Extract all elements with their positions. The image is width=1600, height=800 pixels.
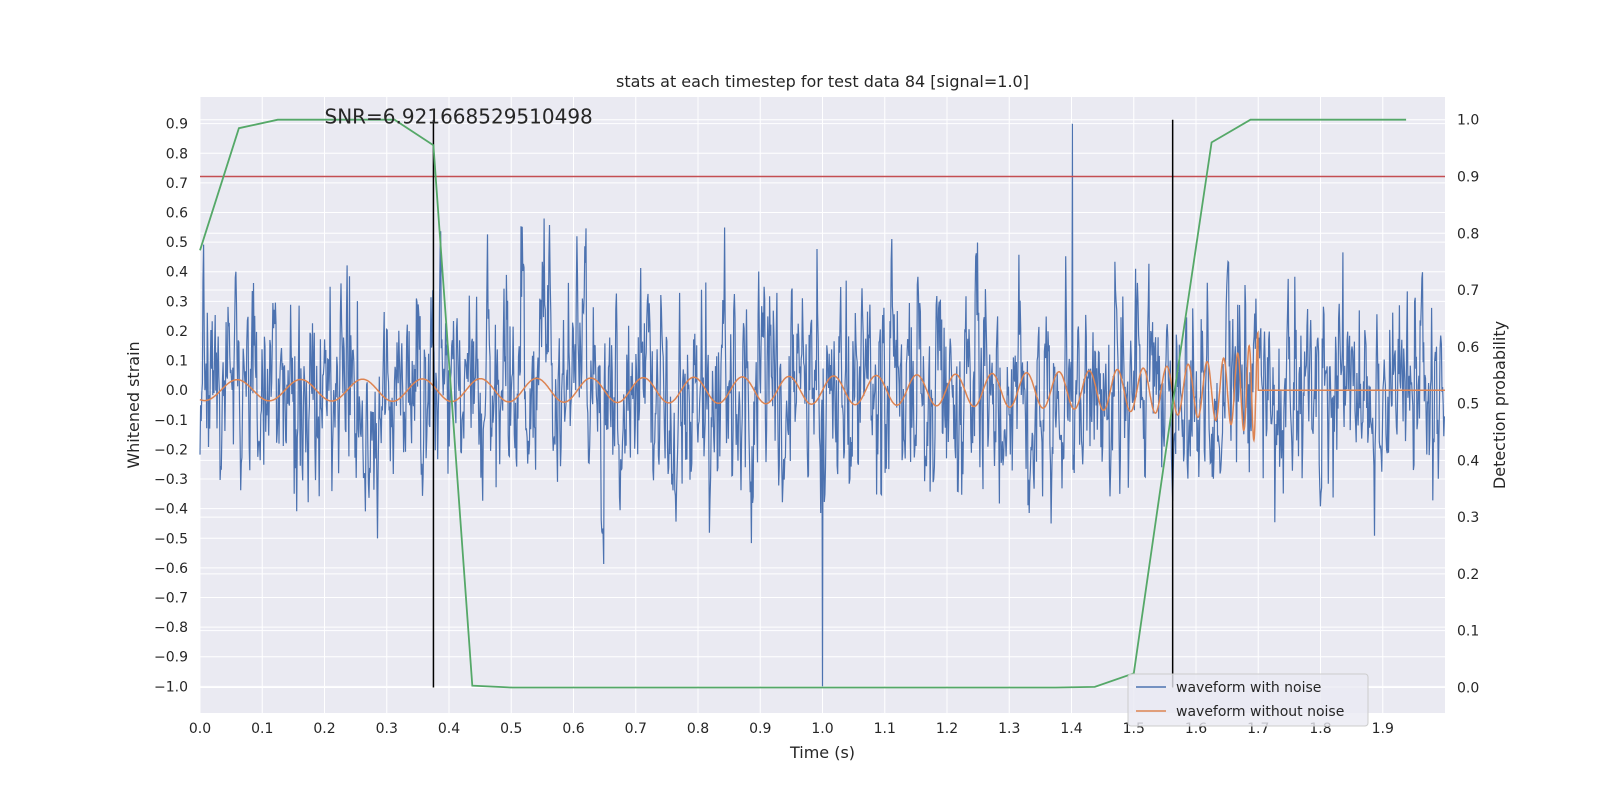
y2-tick-label: 0.8 — [1457, 226, 1479, 242]
x-tick-label: 0.9 — [749, 721, 771, 737]
legend-box — [1127, 673, 1369, 727]
y-tick-label: 0.4 — [166, 265, 188, 281]
x-axis-label: Time (s) — [789, 743, 855, 762]
x-tick-label: 0.5 — [500, 721, 522, 737]
series-detection-probability — [199, 118, 1407, 689]
y-tick-label: −0.6 — [154, 561, 188, 577]
y2-axis-label: Detection probability — [1490, 321, 1509, 489]
y2-tick-label: 0.5 — [1457, 397, 1479, 413]
x-tick-label: 1.1 — [874, 721, 896, 737]
y-tick-label: 0.3 — [166, 294, 188, 310]
y2-tick-label: 0.2 — [1457, 567, 1479, 583]
x-tick-label: 0.0 — [189, 721, 211, 737]
y-tick-label: −0.1 — [154, 413, 188, 429]
y-tick-label: 0.6 — [166, 206, 188, 222]
y-tick-label: −0.8 — [154, 620, 188, 636]
chart-title: stats at each timestep for test data 84 … — [616, 72, 1029, 91]
y-tick-label: 0.2 — [166, 324, 188, 340]
x-tick-label: 0.7 — [625, 721, 647, 737]
y2-tick-label: 1.0 — [1457, 113, 1479, 129]
legend-entry-waveform-without-noise: waveform without noise — [1176, 704, 1344, 720]
x-tick-label: 0.4 — [438, 721, 460, 737]
x-tick-label: 1.4 — [1060, 721, 1082, 737]
y-tick-label: −0.7 — [154, 591, 188, 607]
x-tick-label: 0.8 — [687, 721, 709, 737]
y-tick-label: −0.4 — [154, 502, 188, 518]
y2-tick-label: 0.1 — [1457, 624, 1479, 640]
y-tick-label: 0.1 — [166, 354, 188, 370]
y2-tick-label: 0.0 — [1457, 680, 1479, 696]
series-waveform-with-noise — [199, 123, 1445, 687]
legend: waveform with noise waveform without noi… — [1127, 673, 1369, 727]
y-tick-label: −1.0 — [154, 679, 188, 695]
grid — [199, 97, 1445, 713]
y-tick-label: 0.9 — [166, 117, 188, 133]
y-axis-label: Whitened strain — [124, 341, 143, 468]
plot-series — [199, 118, 1445, 689]
series-waveform-without-noise — [199, 330, 1445, 443]
x-tick-label: 0.1 — [251, 721, 273, 737]
y2-tick-label: 0.9 — [1457, 169, 1479, 185]
y-tick-label: −0.9 — [154, 650, 188, 666]
y2-tick-label: 0.3 — [1457, 510, 1479, 526]
y-tick-label: −0.2 — [154, 442, 188, 458]
y-tick-label: 0.5 — [166, 235, 188, 251]
x-tick-label: 1.3 — [998, 721, 1020, 737]
y-tick-label: 0.7 — [166, 176, 188, 192]
y2-tick-label: 0.7 — [1457, 283, 1479, 299]
y-tick-label: −0.5 — [154, 531, 188, 547]
x-tick-label: 0.6 — [562, 721, 584, 737]
y2-tick-label: 0.4 — [1457, 453, 1479, 469]
snr-annotation: SNR=6.921668529510498 — [325, 105, 593, 129]
y2-tick-label: 0.6 — [1457, 340, 1479, 356]
x-tick-label: 0.2 — [313, 721, 335, 737]
x-tick-label: 1.0 — [811, 721, 833, 737]
y-tick-label: 0.8 — [166, 146, 188, 162]
y-tick-label: 0.0 — [166, 383, 188, 399]
y-tick-label: −0.3 — [154, 472, 188, 488]
x-tick-label: 1.9 — [1372, 721, 1394, 737]
ticks: 0.0 0.1 0.2 0.3 0.4 0.5 0.6 0.7 0.8 0.9 1.0 1.1 1.2 1… — [154, 113, 1479, 737]
legend-entry-waveform-with-noise: waveform with noise — [1176, 680, 1321, 696]
x-tick-label: 1.2 — [936, 721, 958, 737]
x-tick-label: 0.3 — [376, 721, 398, 737]
